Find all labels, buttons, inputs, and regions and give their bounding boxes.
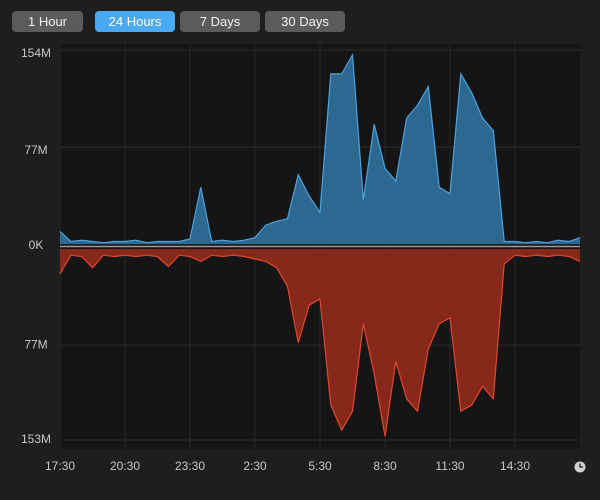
y-tick-label: 77M [24, 143, 47, 157]
y2-tick-label: 77M [24, 337, 47, 351]
y-tick-label: 0K [29, 238, 44, 252]
range-button[interactable]: 24 Hours [95, 11, 175, 32]
y-tick-label: 154M [21, 46, 51, 60]
x-tick-label: 14:30 [500, 459, 530, 473]
area [60, 55, 580, 244]
range-button[interactable]: 1 Hour [12, 11, 83, 32]
x-tick-label: 5:30 [308, 459, 332, 473]
x-tick-label: 2:30 [243, 459, 267, 473]
y2-tick-label: 153M [21, 432, 51, 446]
x-tick-label: 17:30 [45, 459, 75, 473]
x-tick-label: 8:30 [373, 459, 397, 473]
x-tick-label: 11:30 [435, 459, 464, 473]
area [60, 249, 580, 437]
clock-icon [574, 461, 586, 473]
range-button[interactable]: 7 Days [180, 11, 260, 32]
x-tick-label: 20:30 [110, 459, 140, 473]
line [59, 52, 581, 244]
line [59, 254, 581, 437]
x-tick-label: 23:30 [175, 459, 205, 473]
range-button[interactable]: 30 Days [265, 11, 345, 32]
